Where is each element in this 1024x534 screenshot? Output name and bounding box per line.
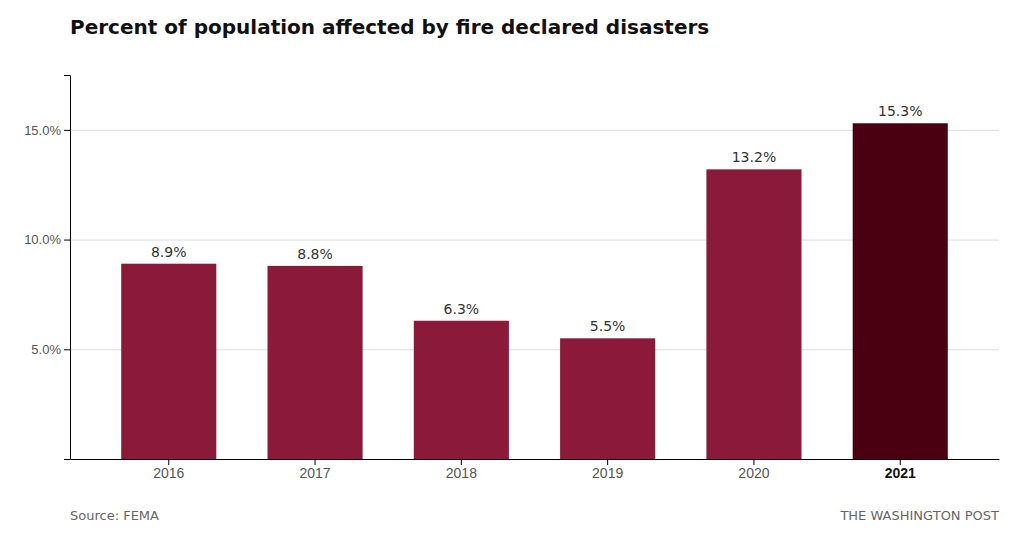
x-axis: 2016 2017 2018 2019 2020 2021 [71, 459, 1000, 481]
tick-label: 2021 [885, 465, 916, 481]
annotation: THE WASHINGTON POST [839, 508, 999, 523]
tick-label: 2016 [153, 465, 184, 481]
chart: Percent of population affected by fire d… [0, 0, 1024, 534]
tick: 15.0% [24, 123, 70, 138]
data-label: 15.3% [878, 103, 922, 119]
tick-label: 5.0% [31, 342, 61, 357]
data-labels: 8.9% 8.8% 6.3% 5.5% 13.2% 15.3% [151, 103, 923, 334]
tick-label: 2018 [446, 465, 477, 481]
data-label: 8.9% [151, 244, 187, 260]
bar [414, 321, 509, 459]
axis-line [64, 76, 71, 460]
tick: 2017 [299, 459, 330, 481]
y-axis: 5.0% 10.0% 15.0% [24, 76, 70, 460]
tick-mark [64, 349, 70, 350]
title: Percent of population affected by fire d… [70, 15, 709, 39]
data-label: 8.8% [297, 246, 333, 262]
tick: 2018 [446, 459, 477, 481]
tick-label: 10.0% [24, 232, 61, 247]
tick-label: 2019 [592, 465, 623, 481]
tick-mark [64, 240, 70, 241]
tick: 5.0% [31, 342, 70, 357]
tick: 2020 [738, 459, 769, 481]
tick-label: 15.0% [24, 123, 61, 138]
tick: 2019 [592, 459, 623, 481]
tick: 2021 [885, 459, 916, 481]
bar [706, 169, 801, 459]
bar [853, 123, 948, 459]
tick: 2016 [153, 459, 184, 481]
axis-line [71, 459, 1000, 460]
bar [268, 266, 363, 459]
annotation: Source: FEMA [70, 508, 159, 523]
bar [560, 338, 655, 459]
bar [121, 264, 216, 459]
tick-label: 2017 [299, 465, 330, 481]
plot: 5.0% 10.0% 15.0% 2016 2017 2018 2019 2020 2021 8.… [24, 76, 999, 481]
tick-label: 2020 [738, 465, 769, 481]
data-label: 13.2% [732, 149, 776, 165]
data-label: 5.5% [590, 318, 626, 334]
tick-mark [64, 130, 70, 131]
tick: 10.0% [24, 232, 70, 247]
bars [121, 123, 948, 459]
data-label: 6.3% [444, 301, 480, 317]
